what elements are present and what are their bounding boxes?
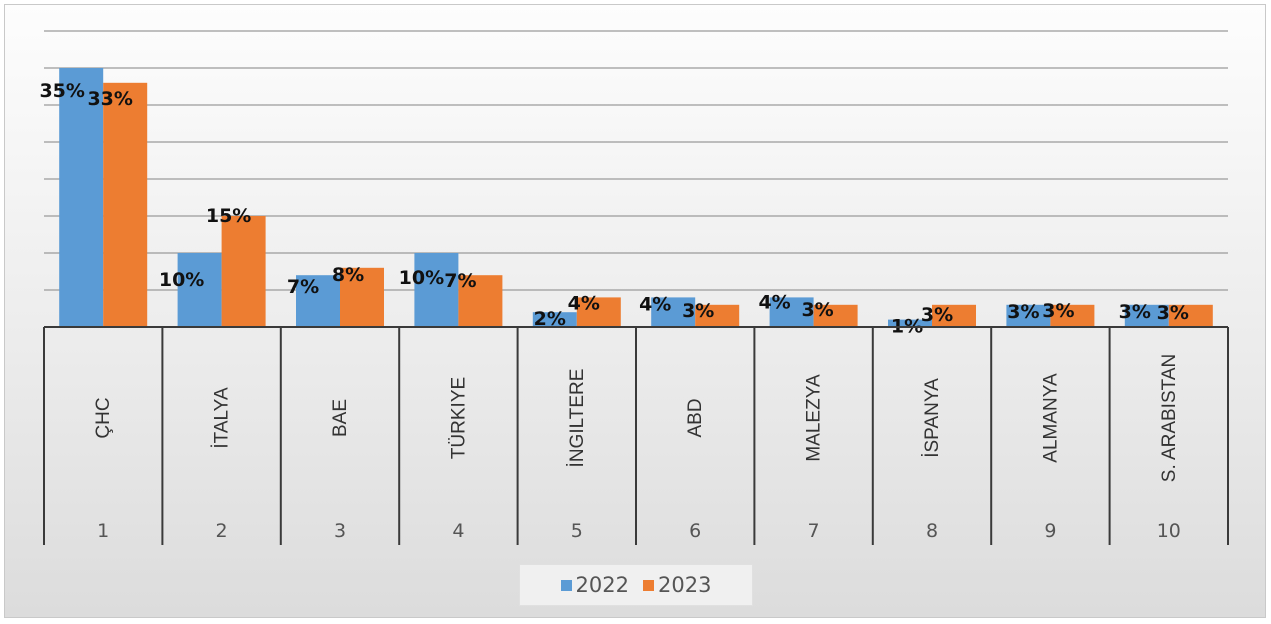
bar-2022-7 bbox=[769, 297, 814, 327]
data-label-2022-3: 7% bbox=[287, 276, 319, 298]
category-label-3: BAE bbox=[330, 399, 351, 437]
data-label-2023-7: 3% bbox=[801, 299, 833, 321]
bar-2022-2 bbox=[177, 253, 222, 327]
category-label-9: ALMANYA bbox=[1040, 373, 1061, 463]
rank-label-2: 2 bbox=[216, 520, 228, 542]
data-label-2022-9: 3% bbox=[1007, 301, 1039, 323]
bar-2022-6 bbox=[651, 297, 696, 327]
data-label-2023-10: 3% bbox=[1157, 302, 1189, 324]
category-label-8: İSPANYA bbox=[922, 378, 943, 458]
data-label-2023-8: 3% bbox=[921, 304, 953, 326]
data-label-2022-5: 2% bbox=[534, 308, 566, 330]
bar-2023-2 bbox=[221, 216, 266, 327]
data-label-2022-6: 4% bbox=[639, 293, 671, 315]
category-label-5: İNGILTERE bbox=[567, 369, 588, 468]
rank-label-4: 4 bbox=[452, 520, 464, 542]
bar-2023-5 bbox=[576, 297, 621, 327]
bar-2023-3 bbox=[340, 267, 384, 327]
data-label-2023-5: 4% bbox=[568, 292, 600, 314]
bar-2022-8 bbox=[888, 319, 932, 327]
category-label-2: İTALYA bbox=[212, 387, 233, 449]
rank-label-5: 5 bbox=[571, 520, 583, 542]
data-label-2023-9: 3% bbox=[1042, 300, 1074, 322]
rank-label-8: 8 bbox=[926, 520, 938, 542]
category-label-1: ÇHC bbox=[93, 397, 114, 438]
bar-2022-10 bbox=[1124, 304, 1169, 327]
legend: 2022 2023 bbox=[519, 564, 753, 606]
bar-2022-1 bbox=[59, 68, 104, 327]
category-label-6: ABD bbox=[685, 398, 706, 437]
rank-label-1: 1 bbox=[97, 520, 109, 542]
category-label-10: S. ARABISTAN bbox=[1159, 354, 1180, 482]
bar-2022-4 bbox=[414, 253, 459, 327]
data-label-2023-1: 33% bbox=[87, 88, 132, 110]
rank-label-10: 10 bbox=[1157, 520, 1181, 542]
category-label-7: MALEZYA bbox=[804, 374, 825, 462]
bar-2023-1 bbox=[103, 82, 148, 327]
bar-2023-7 bbox=[813, 304, 858, 327]
rank-label-3: 3 bbox=[334, 520, 346, 542]
data-label-2023-4: 7% bbox=[444, 270, 476, 292]
bar-2023-4 bbox=[458, 275, 503, 327]
rank-label-6: 6 bbox=[689, 520, 701, 542]
data-label-2023-6: 3% bbox=[682, 300, 714, 322]
legend-label-2022: 2022 bbox=[575, 573, 629, 597]
legend-swatch-2023 bbox=[643, 579, 654, 591]
rank-label-7: 7 bbox=[808, 520, 820, 542]
bar-2022-5 bbox=[532, 312, 577, 327]
data-label-2022-1: 35% bbox=[39, 80, 84, 102]
data-label-2022-10: 3% bbox=[1119, 301, 1151, 323]
bar-2023-9 bbox=[1050, 304, 1095, 327]
bar-2023-6 bbox=[695, 304, 740, 327]
data-label-2022-2: 10% bbox=[159, 269, 204, 291]
bar-2022-9 bbox=[1006, 304, 1051, 327]
category-label-4: TÜRKIYE bbox=[448, 377, 469, 459]
legend-label-2023: 2023 bbox=[658, 573, 712, 597]
rank-label-9: 9 bbox=[1044, 520, 1056, 542]
legend-item-2022: 2022 bbox=[560, 573, 629, 597]
data-label-2022-4: 10% bbox=[399, 267, 444, 289]
data-label-2022-7: 4% bbox=[758, 291, 790, 313]
bar-2023-8 bbox=[932, 304, 976, 327]
data-label-2023-3: 8% bbox=[332, 264, 364, 286]
data-label-2023-2: 15% bbox=[206, 205, 251, 227]
bar-2023-10 bbox=[1168, 304, 1213, 327]
legend-item-2023: 2023 bbox=[643, 573, 711, 597]
bar-2022-3 bbox=[296, 275, 340, 327]
legend-swatch-2022 bbox=[560, 579, 572, 591]
